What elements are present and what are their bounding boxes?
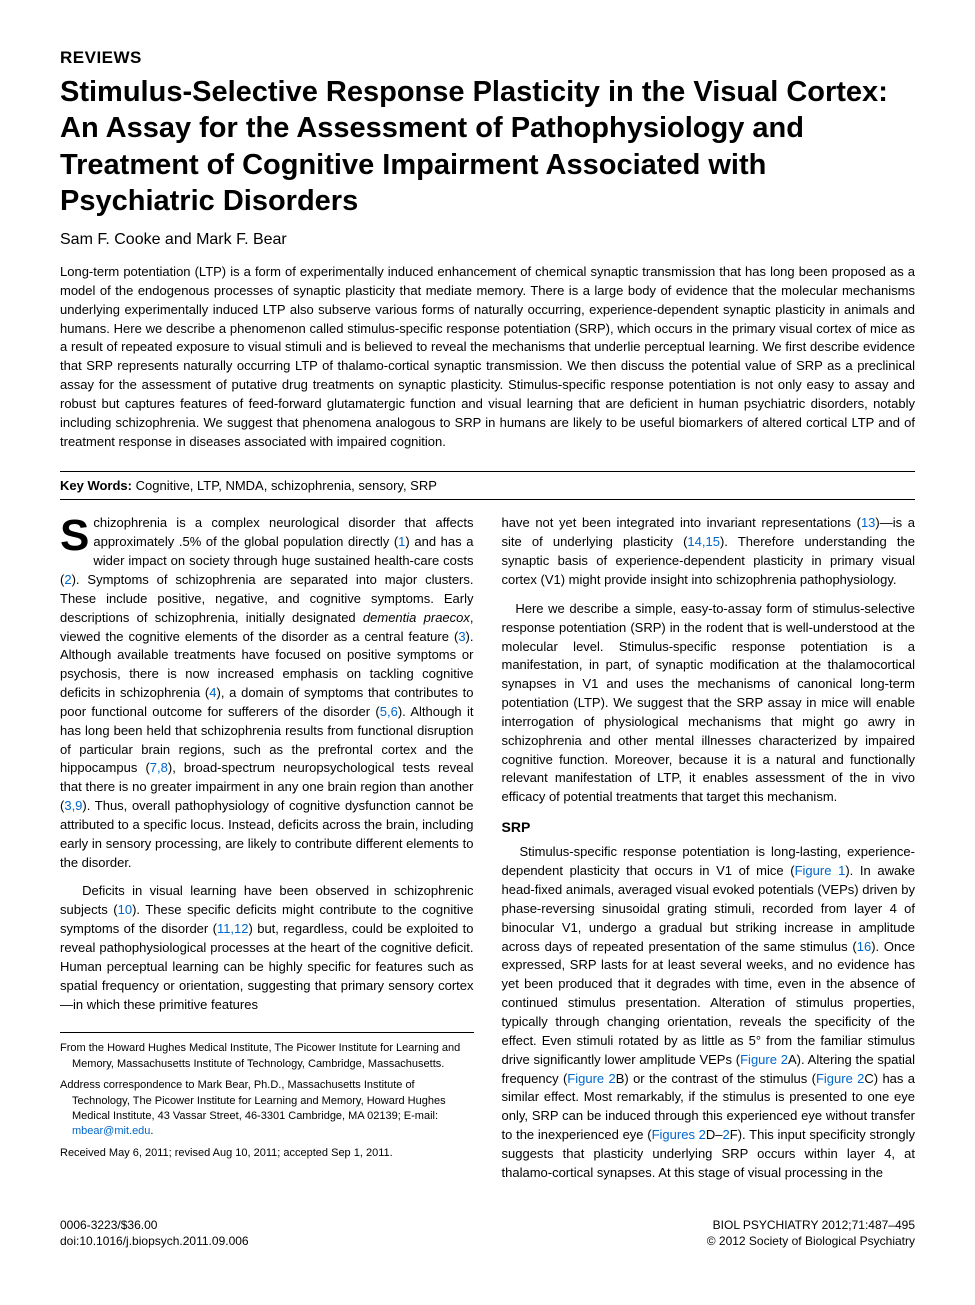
citation-7-8[interactable]: 7,8 xyxy=(150,760,168,775)
body-paragraph-cont: have not yet been integrated into invari… xyxy=(502,514,916,589)
affiliation-dates: Received May 6, 2011; revised Aug 10, 20… xyxy=(60,1146,474,1161)
keywords-label: Key Words: xyxy=(60,478,132,493)
page-footer: 0006-3223/$36.00 doi:10.1016/j.biopsych.… xyxy=(60,1217,915,1249)
term-dementia-praecox: dementia praecox xyxy=(363,610,470,625)
abstract: Long-term potentiation (LTP) is a form o… xyxy=(60,263,915,451)
citation-3-9[interactable]: 3,9 xyxy=(64,798,82,813)
affiliation-block: From the Howard Hughes Medical Institute… xyxy=(60,1032,474,1161)
citation-3[interactable]: 3 xyxy=(458,629,465,644)
figure-2b-ref[interactable]: Figure 2 xyxy=(567,1071,615,1086)
figure-2f-ref[interactable]: 2 xyxy=(723,1127,730,1142)
footer-issn: 0006-3223/$36.00 xyxy=(60,1217,249,1233)
footer-doi: doi:10.1016/j.biopsych.2011.09.006 xyxy=(60,1233,249,1249)
affiliation-correspondence: Address correspondence to Mark Bear, Ph.… xyxy=(60,1078,474,1140)
figure-2a-ref[interactable]: Figure 2 xyxy=(740,1052,788,1067)
figure-2c-ref[interactable]: Figure 2 xyxy=(816,1071,864,1086)
figure-2d-ref[interactable]: Figures 2 xyxy=(652,1127,706,1142)
figure-1-ref[interactable]: Figure 1 xyxy=(795,863,846,878)
citation-16[interactable]: 16 xyxy=(857,939,871,954)
citation-4[interactable]: 4 xyxy=(209,685,216,700)
citation-11-12[interactable]: 11,12 xyxy=(217,921,249,936)
citation-5-6[interactable]: 5,6 xyxy=(380,704,398,719)
srp-paragraph-1: Stimulus-specific response potentiation … xyxy=(502,843,916,1182)
keywords-row: Key Words: Cognitive, LTP, NMDA, schizop… xyxy=(60,471,915,500)
body-paragraph-srp-intro: Here we describe a simple, easy-to-assay… xyxy=(502,600,916,807)
keywords-list: Cognitive, LTP, NMDA, schizophrenia, sen… xyxy=(132,478,437,493)
affiliation-from: From the Howard Hughes Medical Institute… xyxy=(60,1041,474,1072)
intro-paragraph-1: Schizophrenia is a complex neurological … xyxy=(60,514,474,872)
email-link[interactable]: mbear@mit.edu xyxy=(72,1125,150,1137)
section-label: REVIEWS xyxy=(60,48,915,68)
footer-journal: BIOL PSYCHIATRY 2012;71:487–495 xyxy=(707,1217,915,1233)
citation-2[interactable]: 2 xyxy=(64,572,71,587)
footer-left: 0006-3223/$36.00 doi:10.1016/j.biopsych.… xyxy=(60,1217,249,1249)
footer-right: BIOL PSYCHIATRY 2012;71:487–495 © 2012 S… xyxy=(707,1217,915,1249)
subheading-srp: SRP xyxy=(502,817,916,837)
citation-10[interactable]: 10 xyxy=(118,902,132,917)
body-columns: Schizophrenia is a complex neurological … xyxy=(60,514,915,1192)
citation-14-15[interactable]: 14,15 xyxy=(687,534,720,549)
citation-13[interactable]: 13 xyxy=(861,515,875,530)
footer-copyright: © 2012 Society of Biological Psychiatry xyxy=(707,1233,915,1249)
column-left: Schizophrenia is a complex neurological … xyxy=(60,514,474,1192)
column-right: have not yet been integrated into invari… xyxy=(502,514,916,1192)
article-title: Stimulus-Selective Response Plasticity i… xyxy=(60,74,915,219)
authors: Sam F. Cooke and Mark F. Bear xyxy=(60,231,915,249)
intro-paragraph-2: Deficits in visual learning have been ob… xyxy=(60,882,474,1014)
